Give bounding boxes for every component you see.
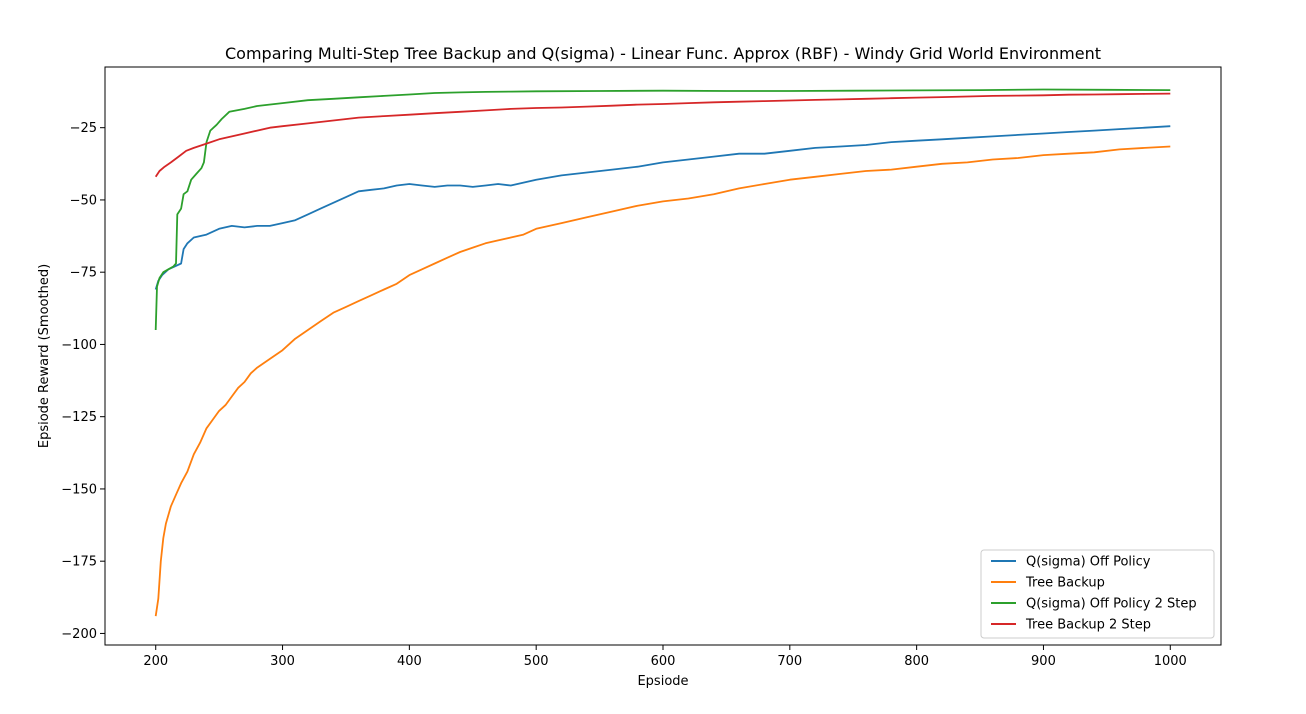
- x-tick-label: 500: [524, 654, 549, 669]
- series-line-4: [154, 92, 1171, 178]
- series-line-1: [154, 125, 1171, 290]
- x-tick-label: 600: [651, 654, 676, 669]
- x-tick-label: 900: [1031, 654, 1056, 669]
- x-tick-label: 400: [397, 654, 422, 669]
- y-tick-label: −125: [61, 410, 97, 425]
- y-tick-label: −50: [70, 193, 97, 208]
- y-axis: −200 −175 −150 −125 −100 −75 −50 −25: [61, 121, 105, 642]
- y-tick-label: −75: [70, 266, 97, 281]
- y-tick-label: −25: [70, 121, 97, 136]
- y-tick-label: −150: [61, 482, 97, 497]
- y-axis-label: Epsiode Reward (Smoothed): [37, 264, 52, 448]
- x-axis: 200 300 400 500 600 700 800 900 1000: [143, 645, 1187, 669]
- x-tick-label: 300: [270, 654, 295, 669]
- legend-label: Q(sigma) Off Policy: [1026, 555, 1151, 570]
- series-line-2: [154, 145, 1171, 617]
- series-line-3: [154, 88, 1171, 331]
- x-tick-label: 700: [777, 654, 802, 669]
- legend-label: Tree Backup: [1025, 576, 1105, 591]
- legend-label: Q(sigma) Off Policy 2 Step: [1026, 597, 1197, 612]
- x-tick-label: 800: [904, 654, 929, 669]
- x-tick-label: 200: [143, 654, 168, 669]
- y-tick-label: −100: [61, 338, 97, 353]
- y-tick-label: −200: [61, 627, 97, 642]
- x-axis-label: Epsiode: [637, 674, 688, 689]
- x-tick-label: 1000: [1154, 654, 1187, 669]
- y-tick-label: −175: [61, 555, 97, 570]
- legend-label: Tree Backup 2 Step: [1025, 618, 1151, 633]
- series-lines: [154, 88, 1171, 617]
- legend-box: [980, 549, 1215, 639]
- chart-title: Comparing Multi-Step Tree Backup and Q(s…: [225, 44, 1101, 63]
- legend: Q(sigma) Off Policy Tree Backup Q(sigma) O…: [980, 549, 1215, 639]
